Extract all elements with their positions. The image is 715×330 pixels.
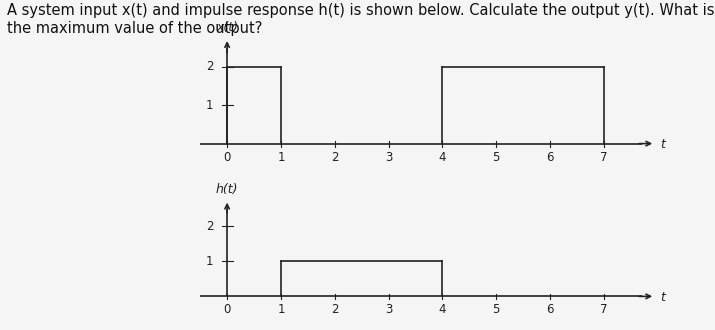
Text: 7: 7 (600, 150, 608, 163)
Text: 1: 1 (206, 255, 214, 268)
Text: 6: 6 (546, 150, 554, 163)
Text: 1: 1 (277, 150, 285, 163)
Text: 2: 2 (331, 303, 338, 316)
Text: 0: 0 (223, 303, 231, 316)
Text: t: t (661, 290, 666, 304)
Text: x(t): x(t) (216, 21, 238, 34)
Text: 1: 1 (206, 99, 214, 112)
Text: 2: 2 (206, 219, 214, 233)
Text: 2: 2 (331, 150, 338, 163)
Text: 3: 3 (385, 303, 393, 316)
Text: 7: 7 (600, 303, 608, 316)
Text: t: t (661, 138, 666, 151)
Text: h(t): h(t) (216, 183, 238, 196)
Text: 4: 4 (439, 150, 446, 163)
Text: 5: 5 (493, 303, 500, 316)
Text: 3: 3 (385, 150, 393, 163)
Text: 0: 0 (223, 150, 231, 163)
Text: 4: 4 (439, 303, 446, 316)
Text: 1: 1 (277, 303, 285, 316)
Text: 2: 2 (206, 60, 214, 74)
Text: A system input x(t) and impulse response h(t) is shown below. Calculate the outp: A system input x(t) and impulse response… (7, 3, 715, 36)
Text: 5: 5 (493, 150, 500, 163)
Text: 6: 6 (546, 303, 554, 316)
